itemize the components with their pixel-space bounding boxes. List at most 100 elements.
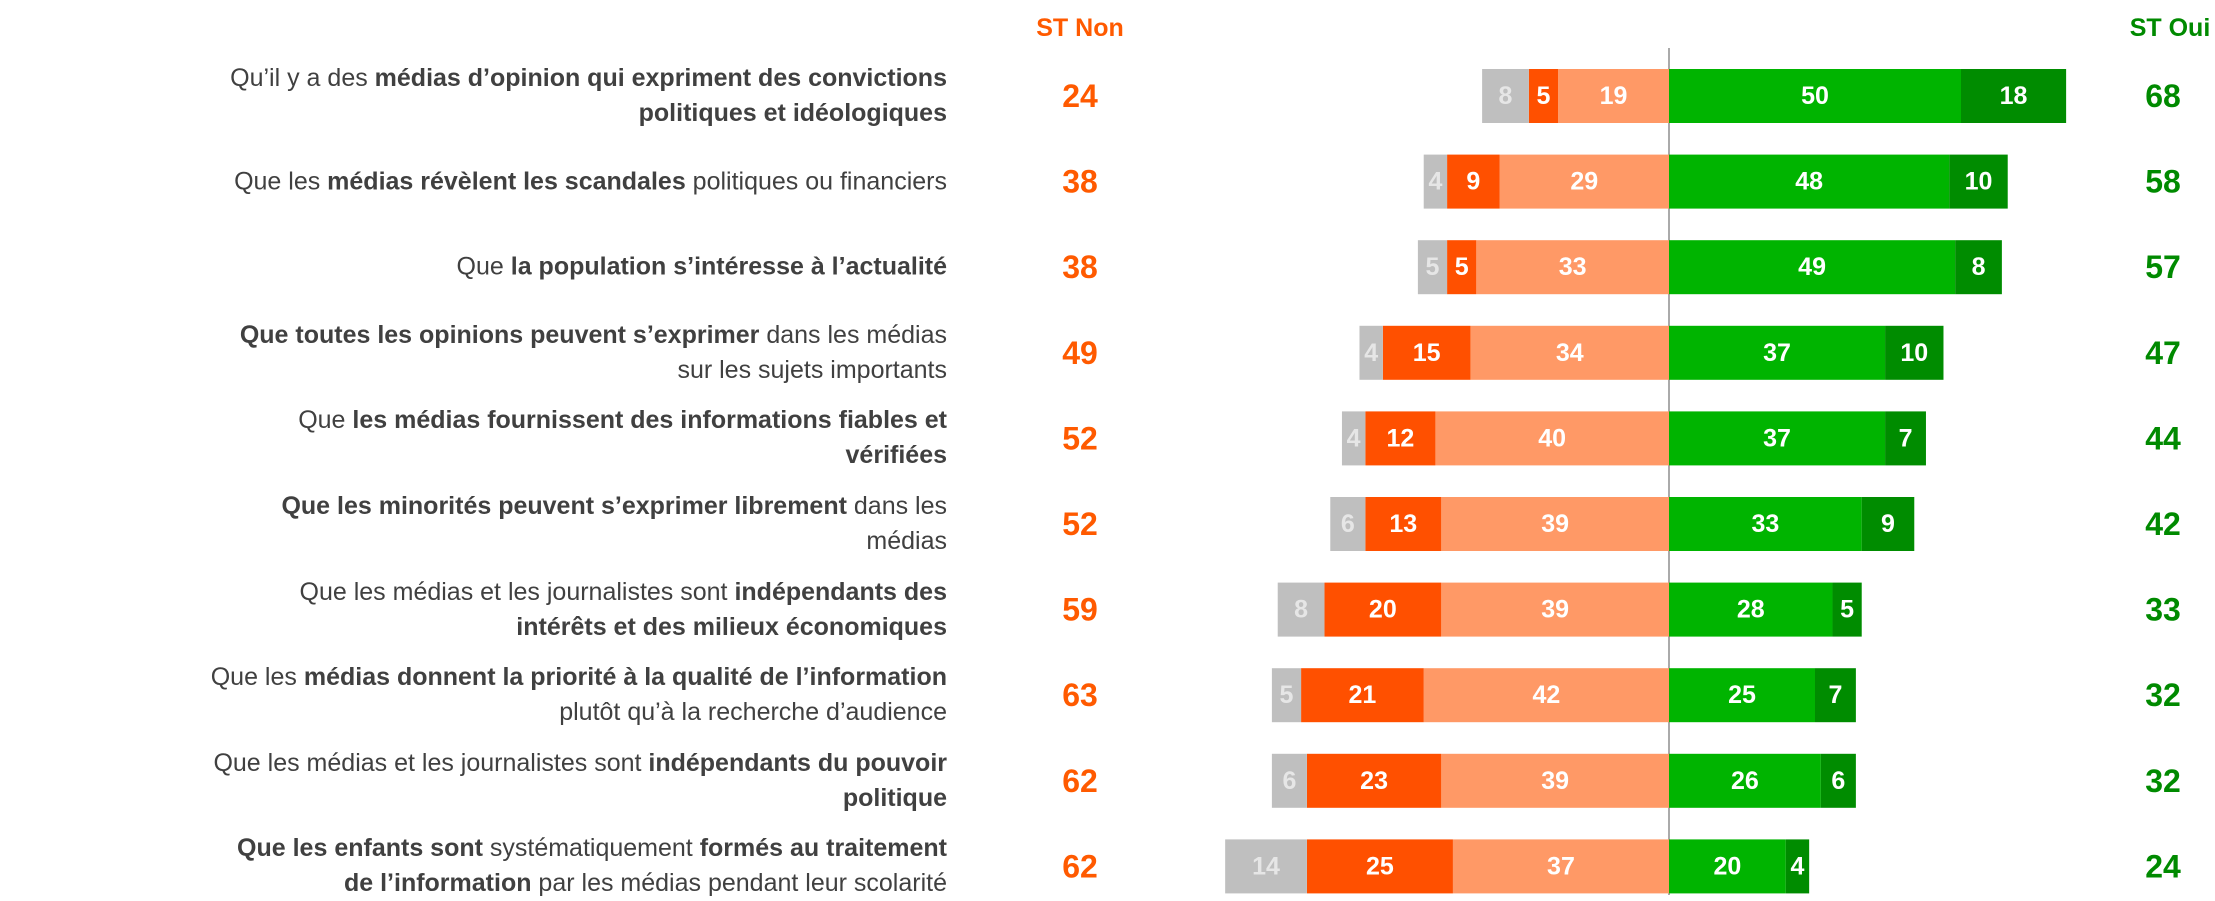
right-total: 68	[2145, 78, 2181, 114]
bar-value-label: 4	[1791, 852, 1805, 880]
right-total: 32	[2145, 677, 2181, 713]
label-line: sur les sujets importants	[0, 353, 947, 388]
label-line: politique	[0, 781, 947, 816]
label-text: la population s’intéresse à l’actualité	[510, 252, 947, 281]
bar-segment	[1499, 154, 1669, 209]
label-text: vérifiées	[845, 441, 947, 470]
bar-segment	[1470, 325, 1669, 380]
bar-segment	[1359, 325, 1383, 380]
label-line: Que les enfants sont systématiquement fo…	[0, 831, 947, 866]
label-line: Que les médias révèlent les scandales po…	[0, 164, 947, 199]
bar-segment	[1669, 753, 1821, 808]
row-label: Que les minorités peuvent s’exprimer lib…	[0, 489, 947, 559]
bar-segment	[1365, 497, 1442, 551]
bar-value-label: 8	[1499, 82, 1513, 110]
bar-value-label: 49	[1798, 253, 1826, 281]
bar-value-label: 5	[1426, 253, 1440, 281]
bar-value-label: 4	[1347, 424, 1361, 452]
left-total: 63	[1062, 677, 1098, 713]
right-total: 24	[2145, 848, 2181, 884]
right-total: 42	[2145, 506, 2181, 542]
bar-segment	[1341, 411, 1366, 466]
label-line: médias	[0, 524, 947, 559]
label-line: Que toutes les opinions peuvent s’exprim…	[0, 318, 947, 353]
label-text: politique	[842, 783, 947, 812]
bar-segment	[1441, 582, 1669, 637]
bar-value-label: 23	[1360, 767, 1388, 795]
right-total: 58	[2145, 164, 2181, 200]
bar-segment	[1447, 154, 1500, 209]
bar-segment	[1669, 240, 1956, 295]
bar-value-label: 37	[1763, 339, 1791, 367]
row-label: Que les enfants sont systématiquement fo…	[0, 831, 947, 901]
label-text: Qu’il y a des	[230, 64, 375, 92]
label-text: de l’information	[343, 869, 532, 898]
bar-segment	[1885, 325, 1944, 380]
bar-value-label: 18	[2000, 82, 2028, 110]
bar-segment	[1225, 839, 1307, 894]
row-label: Que les médias donnent la priorité à la …	[0, 660, 947, 730]
label-text: Que les médias et les journalistes sont	[299, 577, 735, 606]
bar-value-label: 40	[1538, 424, 1566, 452]
label-text: intérêts et des milieux économiques	[516, 612, 947, 641]
bar-value-label: 5	[1536, 82, 1550, 110]
label-text: Que les enfants sont	[237, 834, 483, 863]
row-label: Que les médias fournissent des informati…	[0, 403, 947, 473]
label-line: Que les médias et les journalistes sont …	[0, 575, 947, 610]
bar-value-label: 15	[1413, 339, 1441, 367]
bar-value-label: 37	[1547, 852, 1575, 880]
bar-segment	[1669, 69, 1961, 123]
bar-segment	[1558, 69, 1669, 123]
label-text: politiques et idéologiques	[638, 99, 947, 127]
bar-value-label: 26	[1731, 767, 1759, 795]
bar-segment	[1277, 582, 1325, 637]
bar-value-label: 8	[1972, 253, 1986, 281]
bar-value-label: 12	[1386, 424, 1414, 452]
label-line: Qu’il y a des médias d’opinion qui expri…	[0, 61, 947, 96]
bar-segment	[1271, 668, 1302, 723]
left-total: 52	[1062, 420, 1098, 456]
bar-value-label: 14	[1252, 852, 1280, 880]
bar-segment	[1955, 240, 2002, 295]
bar-segment	[1441, 497, 1669, 551]
bar-value-label: 8	[1294, 596, 1308, 624]
left-total: 24	[1062, 78, 1098, 114]
label-text: Que les médias et les journalistes sont	[213, 748, 649, 777]
label-text: systématiquement	[482, 834, 700, 863]
left-total: 52	[1062, 506, 1098, 542]
bar-segment	[1452, 839, 1669, 894]
bar-segment	[1271, 753, 1307, 808]
bar-value-label: 50	[1801, 82, 1829, 110]
bar-segment	[1785, 839, 1810, 894]
label-line: Que les médias et les journalistes sont …	[0, 746, 947, 781]
bar-value-label: 33	[1751, 510, 1779, 538]
row-label: Que les médias révèlent les scandales po…	[0, 164, 947, 199]
bar-value-label: 20	[1369, 596, 1397, 624]
label-text: dans les médias	[759, 320, 947, 349]
bar-value-label: 33	[1559, 253, 1587, 281]
bar-segment	[1435, 411, 1669, 466]
right-header: ST Oui	[2130, 14, 2211, 42]
label-text: Que	[456, 252, 511, 281]
bar-segment	[1423, 668, 1669, 723]
bar-value-label: 4	[1428, 168, 1442, 196]
right-total: 44	[2145, 420, 2181, 456]
bar-segment	[1861, 497, 1915, 551]
label-text: Que les	[234, 167, 328, 196]
label-text: médias donnent la priorité à la qualité …	[303, 663, 947, 692]
label-line: plutôt qu’à la recherche d’audience	[0, 695, 947, 730]
label-text: par les médias pendant leur scolarité	[531, 869, 947, 898]
bar-segment	[1441, 753, 1669, 808]
bar-segment	[1669, 411, 1886, 466]
row-label: Que la population s’intéresse à l’actual…	[0, 250, 947, 285]
bar-segment	[1301, 668, 1424, 723]
bar-value-label: 9	[1881, 510, 1895, 538]
label-line: politiques et idéologiques	[0, 96, 947, 131]
bar-segment	[1669, 325, 1886, 380]
label-text: Que les	[210, 663, 304, 692]
right-total: 33	[2145, 592, 2181, 628]
bar-value-label: 5	[1280, 681, 1294, 709]
left-header: ST Non	[1036, 14, 1124, 42]
label-line: vérifiées	[0, 438, 947, 473]
bar-segment	[1885, 411, 1926, 466]
